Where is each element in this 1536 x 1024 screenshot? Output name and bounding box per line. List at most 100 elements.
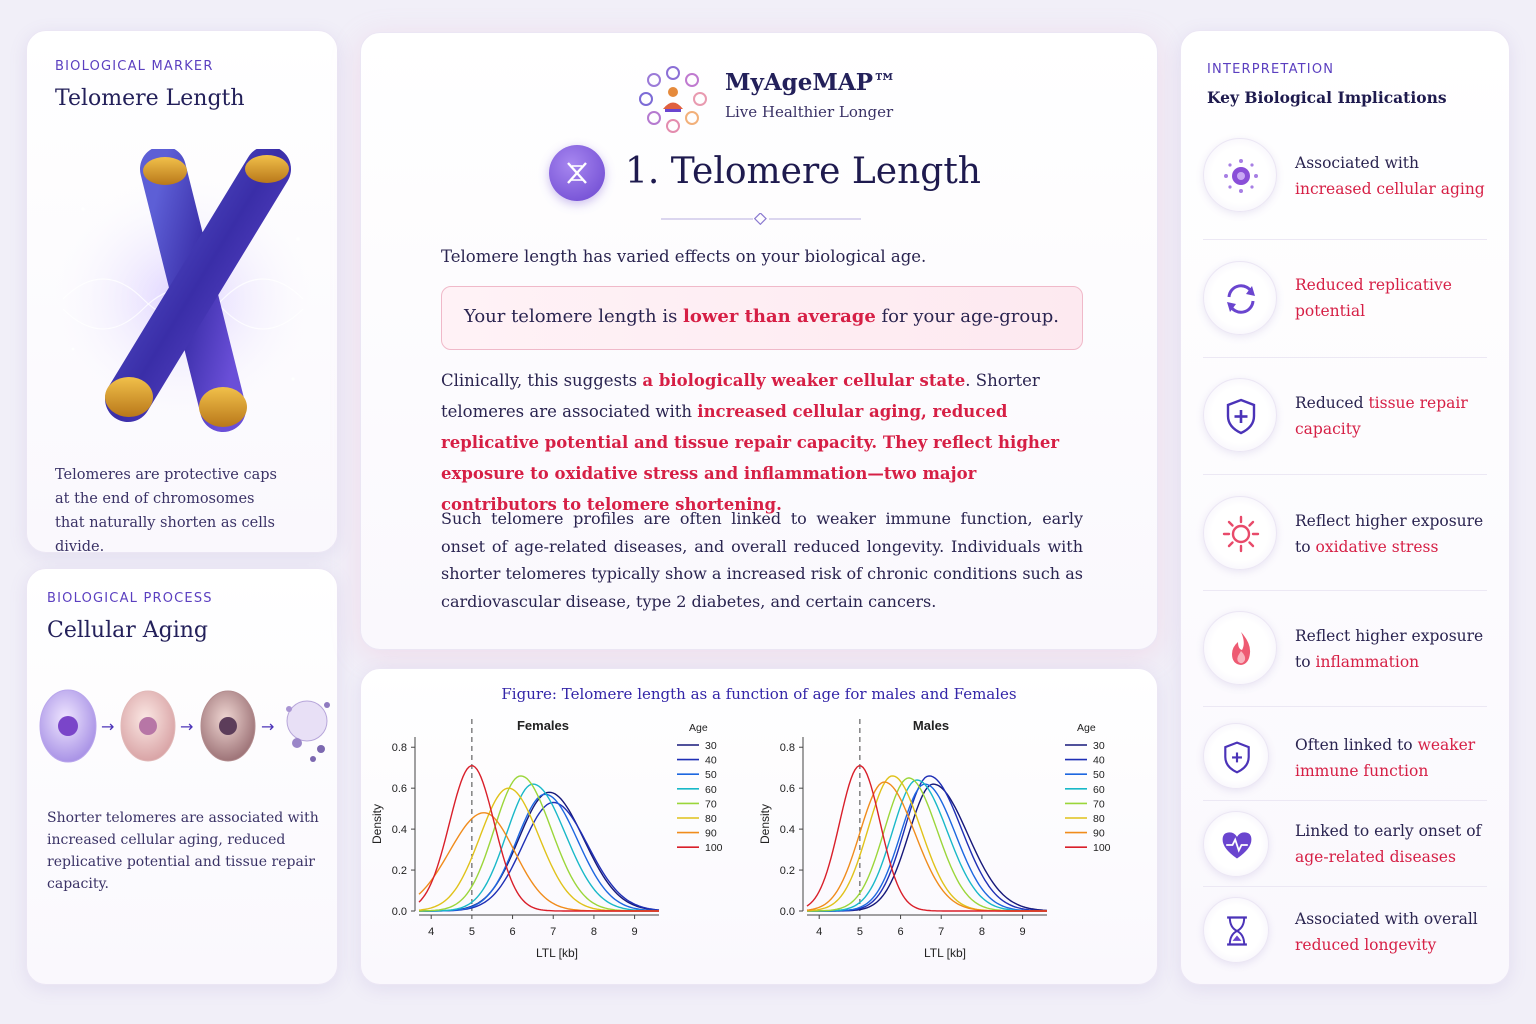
legend-label: 30	[1093, 740, 1105, 752]
result-suffix: for your age-group.	[875, 306, 1060, 327]
legend-label: 100	[1093, 842, 1111, 854]
hourglass-icon	[1203, 897, 1269, 963]
figure-card: Figure: Telomere length as a function of…	[360, 668, 1158, 985]
panel-title: Males	[913, 718, 949, 733]
telomere-density-charts: 0.0 0.2 0.4 0.6 0.8 4 5 6 7 8 9 LTL [kb] Density Fema…	[370, 718, 1111, 960]
x-tick-label: 6	[509, 926, 515, 938]
series-line-age-50	[807, 783, 1048, 912]
y-tick-label: 0.4	[780, 824, 795, 836]
implication-plain: Reflect higher exposure to	[1295, 512, 1484, 556]
x-axis-label: LTL [kb]	[924, 946, 966, 960]
y-axis-label: Density	[758, 804, 772, 844]
legend-label: 30	[705, 740, 717, 752]
profiles-paragraph: Such telomere profiles are often linked …	[441, 509, 1083, 611]
process-kicker: BIOLOGICAL PROCESS	[47, 591, 213, 606]
implication-item: Often linked to weaker immune function	[1203, 723, 1487, 801]
marker-title: Telomere Length	[55, 86, 245, 111]
legend-title: Age	[689, 722, 708, 734]
implication-item: Reflect higher exposure to oxidative str…	[1203, 491, 1487, 591]
legend-label: 70	[1093, 798, 1105, 810]
legend-label: 60	[705, 784, 717, 796]
legend-label: 90	[705, 828, 717, 840]
series-line-age-100	[806, 765, 1047, 912]
marker-kicker: BIOLOGICAL MARKER	[55, 59, 214, 74]
y-tick-label: 0.0	[392, 906, 407, 918]
implication-text: Reduced tissue repair capacity	[1295, 390, 1485, 442]
implication-emphasis: oxidative stress	[1315, 538, 1439, 556]
x-tick-label: 4	[428, 926, 434, 938]
cell-aging-sequence-illustration: → → →	[39, 689, 330, 763]
x-tick-label: 9	[1020, 926, 1026, 938]
implication-plain: Associated with	[1295, 154, 1419, 172]
myagemap-logo-icon	[639, 66, 707, 133]
implication-text: Often linked to weaker immune function	[1295, 732, 1485, 784]
implication-item: Associated with overall reduced longevit…	[1203, 895, 1487, 975]
section-title: 1. Telomere Length	[625, 151, 981, 192]
legend-label: 90	[1093, 828, 1105, 840]
implication-item: Associated with increased cellular aging	[1203, 136, 1487, 240]
implication-emphasis: weaker immune function	[1295, 736, 1476, 780]
y-tick-label: 0.2	[780, 865, 795, 877]
x-tick-label: 6	[897, 926, 903, 938]
clinical-prefix: Clinically, this suggests	[441, 371, 643, 390]
series-line-age-30	[419, 791, 660, 912]
clinical-emphasis-effects: increased cellular aging, reduced replic…	[441, 402, 1060, 514]
series-line-age-40	[419, 801, 660, 912]
series-line-age-80	[806, 775, 1047, 912]
series-line-age-50	[419, 793, 659, 912]
interpretation-card: INTERPRETATION Key Biological Implicatio…	[1180, 30, 1510, 985]
implication-plain: Linked to early onset of	[1295, 822, 1482, 840]
legend-label: 40	[1093, 755, 1105, 767]
result-highlight-box: Your telomere length is lower than avera…	[441, 286, 1083, 350]
implication-text: Linked to early onset of age-related dis…	[1295, 818, 1485, 870]
heart-pulse-icon	[1203, 811, 1269, 877]
x-tick-label: 5	[857, 926, 863, 938]
y-tick-label: 0.2	[392, 865, 407, 877]
series-line-age-60	[807, 779, 1047, 912]
x-tick-label: 8	[591, 926, 597, 938]
y-axis-label: Density	[370, 804, 384, 844]
clinical-emphasis-state: a biologically weaker cellular state	[642, 371, 966, 390]
y-tick-label: 0.6	[780, 783, 795, 795]
figure-caption: Figure: Telomere length as a function of…	[501, 685, 1017, 703]
process-title: Cellular Aging	[47, 618, 209, 643]
y-tick-label: 0.4	[392, 824, 407, 836]
svg-text:→: →	[101, 717, 114, 736]
legend-label: 60	[1093, 784, 1105, 796]
brand-block: MyAgeMAP™ Live Healthier Longer	[635, 63, 896, 137]
section-heading: 1. Telomere Length	[549, 145, 981, 215]
legend-label: 50	[1093, 769, 1105, 781]
implication-plain: Associated with overall	[1295, 910, 1478, 928]
implication-text: Reflect higher exposure to oxidative str…	[1295, 508, 1485, 560]
implication-text: Reflect higher exposure to inflammation	[1295, 623, 1485, 675]
legend-label: 80	[1093, 813, 1105, 825]
y-tick-label: 0.8	[780, 742, 795, 754]
sun-icon	[1203, 496, 1277, 570]
brand-tagline: Live Healthier Longer	[725, 103, 894, 121]
implication-plain: Often linked to	[1295, 736, 1418, 754]
intro-text: Telomere length has varied effects on yo…	[441, 247, 927, 266]
implication-emphasis: age-related diseases	[1295, 848, 1456, 866]
svg-text:→: →	[180, 717, 193, 736]
brand-name: MyAgeMAP™	[725, 69, 896, 96]
flame-icon	[1203, 611, 1277, 685]
result-emphasis: lower than average	[683, 306, 876, 327]
implication-emphasis: reduced longevity	[1295, 936, 1437, 954]
x-tick-label: 9	[632, 926, 638, 938]
ornament-divider	[661, 213, 861, 225]
chromosome-illustration	[43, 149, 323, 432]
shield-plus-icon	[1203, 378, 1277, 452]
x-tick-label: 7	[938, 926, 944, 938]
clinical-paragraph: Clinically, this suggests a biologically…	[441, 365, 1083, 520]
legend-label: 100	[705, 842, 723, 854]
marker-card: BIOLOGICAL MARKER Telomere Length	[26, 30, 338, 555]
y-tick-label: 0.0	[780, 906, 795, 918]
interpretation-title: Key Biological Implications	[1207, 88, 1447, 107]
implication-emphasis: increased cellular aging	[1295, 180, 1485, 198]
process-card: BIOLOGICAL PROCESS Cellular Aging → → → …	[26, 568, 338, 985]
interpretation-kicker: INTERPRETATION	[1207, 62, 1335, 77]
shield-icon	[1203, 723, 1269, 789]
x-tick-label: 5	[469, 926, 475, 938]
y-tick-label: 0.6	[392, 783, 407, 795]
svg-text:→: →	[261, 717, 274, 736]
